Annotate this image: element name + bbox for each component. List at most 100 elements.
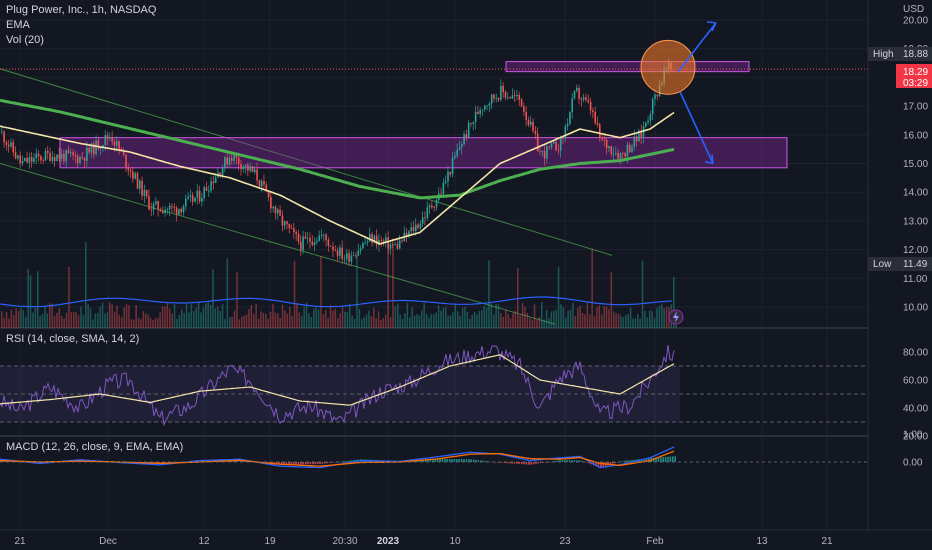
- candle-body: [447, 171, 449, 182]
- macd-histogram-bar: [463, 459, 465, 462]
- volume-legend[interactable]: Vol (20): [6, 34, 44, 46]
- macd-histogram-bar: [672, 456, 674, 462]
- high-label[interactable]: High: [873, 49, 894, 60]
- candle-body: [24, 157, 26, 161]
- volume-bar: [27, 268, 29, 328]
- price-tick-label[interactable]: 12.00: [903, 245, 928, 256]
- time-tick-label[interactable]: 12: [198, 536, 210, 547]
- candle-body: [578, 87, 580, 99]
- candle-body: [387, 237, 389, 249]
- price-tick-label[interactable]: 17.00: [903, 102, 928, 113]
- price-tick-label[interactable]: 10.00: [903, 303, 928, 314]
- time-tick-label[interactable]: Feb: [646, 536, 664, 547]
- volume-bar: [596, 307, 598, 328]
- volume-bar: [58, 308, 61, 328]
- rsi-title[interactable]: RSI (14, close, SMA, 14, 2): [6, 333, 140, 345]
- time-tick-label[interactable]: 10: [449, 536, 461, 547]
- volume-bar: [116, 305, 118, 328]
- time-tick-label[interactable]: 20:30: [332, 536, 357, 547]
- candle-body: [490, 94, 493, 104]
- volume-bar: [173, 304, 176, 328]
- candle-body: [226, 157, 228, 165]
- volume-bar: [284, 310, 286, 328]
- time-tick-label[interactable]: 21: [821, 536, 833, 547]
- low-label[interactable]: Low: [873, 259, 892, 270]
- low-value[interactable]: 11.49: [903, 259, 928, 270]
- candle-body: [461, 144, 463, 148]
- currency-label[interactable]: USD: [903, 4, 924, 15]
- volume-bar: [250, 305, 253, 328]
- last-price-label[interactable]: 18.29: [903, 67, 928, 78]
- price-tick-label[interactable]: 20.00: [903, 16, 928, 27]
- price-tick-label[interactable]: 14.00: [903, 188, 928, 199]
- time-tick-label[interactable]: 23: [559, 536, 571, 547]
- candle-body: [19, 155, 21, 164]
- ema-legend[interactable]: EMA: [6, 19, 30, 31]
- candle-body: [155, 201, 157, 204]
- time-tick-label[interactable]: Dec: [99, 536, 117, 547]
- candle-body: [21, 161, 24, 164]
- candle-body: [47, 151, 49, 153]
- candle-body: [405, 232, 408, 236]
- volume-bar: [293, 260, 296, 328]
- volume-bar: [567, 310, 569, 328]
- rsi-tick-label[interactable]: 80.00: [903, 348, 928, 359]
- rsi-tick-label[interactable]: 20.00: [903, 432, 928, 443]
- volume-bar: [524, 307, 526, 328]
- candle-body: [408, 231, 410, 236]
- macd-title[interactable]: MACD (12, 26, close, 9, EMA, EMA): [6, 441, 184, 453]
- countdown-label[interactable]: 03:29: [903, 78, 928, 89]
- rsi-tick-label[interactable]: 40.00: [903, 404, 928, 415]
- candle-body: [647, 120, 649, 123]
- lightning-icon: [673, 311, 679, 323]
- volume-bar: [212, 269, 214, 328]
- candle-body: [626, 144, 629, 157]
- macd-histogram-bar: [580, 460, 583, 462]
- volume-bar: [356, 255, 358, 328]
- volume-bar: [437, 305, 440, 328]
- candle-body: [633, 136, 636, 147]
- macd-histogram-bar: [535, 462, 537, 464]
- candle-body: [288, 223, 291, 228]
- volume-bar: [562, 307, 565, 328]
- macd-histogram-bar: [458, 459, 460, 462]
- macd-histogram-bar: [544, 462, 547, 463]
- symbol-title[interactable]: Plug Power, Inc., 1h, NASDAQ: [6, 4, 157, 16]
- high-value[interactable]: 18.88: [903, 49, 928, 60]
- volume-bar: [440, 310, 442, 328]
- volume-bar: [519, 315, 521, 328]
- candle-body: [286, 221, 288, 224]
- macd-tick-label[interactable]: 1.00: [903, 430, 923, 441]
- time-tick-label[interactable]: 2023: [377, 536, 400, 547]
- price-tick-label[interactable]: 16.00: [903, 130, 928, 141]
- time-tick-label[interactable]: 21: [14, 536, 26, 547]
- candle-body: [111, 137, 113, 142]
- time-tick-label[interactable]: 13: [756, 536, 768, 547]
- candle-body: [375, 235, 378, 246]
- volume-bar: [219, 311, 221, 328]
- volume-bar: [80, 306, 82, 328]
- time-tick-label[interactable]: 19: [264, 536, 276, 547]
- candle-body: [302, 236, 304, 250]
- volume-bar: [447, 315, 449, 328]
- macd-tick-label[interactable]: 0.00: [903, 458, 923, 469]
- volume-bar: [183, 313, 185, 328]
- volume-bar: [620, 315, 622, 328]
- volume-bar: [454, 304, 457, 328]
- volume-bar: [327, 317, 329, 328]
- volume-bar: [461, 307, 464, 328]
- price-tick-label[interactable]: 13.00: [903, 216, 928, 227]
- price-tick-label[interactable]: 11.00: [903, 274, 928, 285]
- candle-body: [208, 190, 210, 192]
- macd-histogram-bar: [424, 459, 427, 462]
- candle-body: [44, 151, 47, 161]
- volume-bar: [152, 320, 154, 328]
- price-tick-label[interactable]: 15.00: [903, 159, 928, 170]
- volume-bar: [137, 317, 140, 328]
- volume-bar: [291, 315, 293, 328]
- candle-body: [366, 241, 369, 243]
- volume-bar: [502, 316, 505, 328]
- rsi-tick-label[interactable]: 60.00: [903, 376, 928, 387]
- macd-histogram-bar: [429, 459, 432, 462]
